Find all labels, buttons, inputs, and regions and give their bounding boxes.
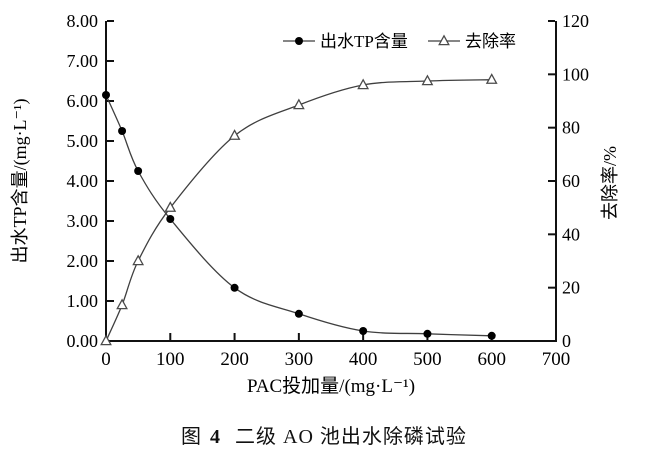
x-tick-label: 300 — [285, 349, 314, 370]
tp-marker — [134, 167, 143, 175]
tp-marker — [230, 283, 239, 292]
left-axis-title: 出水TP含量/(mg·L⁻¹) — [10, 99, 31, 264]
tp-marker — [359, 327, 368, 335]
tp-marker — [487, 331, 496, 340]
y-tick-label-left: 6.00 — [67, 91, 99, 111]
legend-removal-marker-icon — [438, 34, 450, 46]
y-tick-label-right: 100 — [562, 64, 589, 84]
caption-prefix: 图 — [181, 426, 203, 448]
figure-caption: 图 4 二级 AO 池出水除磷试验 — [0, 420, 648, 449]
removal-marker — [132, 254, 145, 266]
x-axis-title: PAC投加量/(mg·L⁻¹) — [247, 375, 415, 397]
removal-marker — [292, 98, 305, 110]
y-tick-label-left: 5.00 — [67, 131, 99, 151]
y-tick-label-right: 120 — [562, 11, 589, 31]
y-tick-label-left: 1.00 — [67, 291, 99, 311]
y-tick-label-right: 0 — [562, 331, 571, 351]
removal-marker — [421, 74, 434, 86]
y-tick-label-left: 4.00 — [67, 171, 99, 191]
caption-number: 4 — [210, 426, 222, 448]
x-tick-label: 0 — [101, 349, 111, 370]
legend-tp-marker-icon — [295, 37, 303, 45]
x-tick-label: 600 — [477, 349, 506, 370]
tp-marker — [118, 127, 127, 135]
y-tick-label-left: 3.00 — [67, 211, 99, 231]
caption-text: 二级 AO 池出水除磷试验 — [235, 426, 467, 448]
tp-marker — [102, 91, 110, 99]
x-tick-label: 200 — [220, 349, 249, 370]
legend-tp-label: 出水TP含量 — [320, 32, 408, 51]
tp-marker — [166, 215, 175, 223]
tp-marker — [423, 329, 432, 338]
x-tick-label: 700 — [542, 349, 571, 370]
removal-marker — [116, 298, 128, 310]
y-tick-label-right: 60 — [562, 171, 580, 191]
removal-marker — [357, 78, 370, 90]
tp-marker — [294, 309, 303, 318]
legend-removal-label: 去除率 — [465, 32, 516, 51]
removal-marker — [164, 201, 177, 212]
y-tick-label-right: 80 — [562, 118, 580, 138]
y-tick-label-left: 2.00 — [67, 251, 99, 271]
removal-marker — [100, 334, 112, 346]
y-tick-label-left: 8.00 — [67, 11, 99, 31]
y-tick-label-left: 7.00 — [67, 51, 99, 71]
removal-marker — [228, 129, 241, 140]
x-tick-label: 500 — [413, 349, 442, 370]
y-tick-label-left: 0.00 — [67, 331, 99, 351]
y-tick-label-right: 20 — [562, 278, 580, 298]
chart: 0.00 1.00 2.00 3.00 4.00 5.00 6.00 7.00 8.00 0 20 4… — [10, 11, 620, 397]
y-tick-label-right: 40 — [562, 224, 580, 244]
right-axis-title: 去除率/% — [600, 146, 620, 220]
removal-marker — [485, 73, 498, 84]
x-tick-label: 100 — [156, 349, 185, 370]
x-tick-label: 400 — [349, 349, 378, 370]
